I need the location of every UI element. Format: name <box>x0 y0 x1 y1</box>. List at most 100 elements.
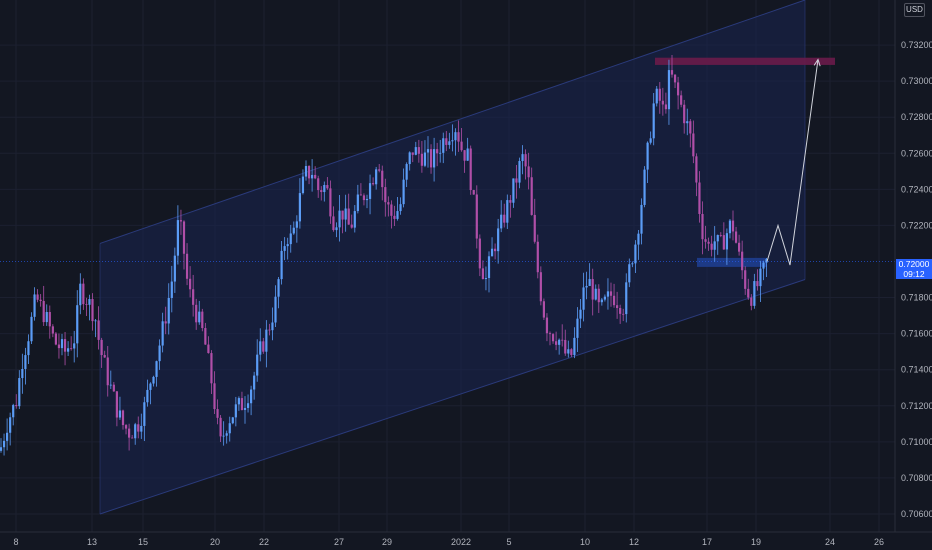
candle-down <box>533 214 536 242</box>
candle-down <box>189 278 192 290</box>
candle-down <box>201 311 204 329</box>
candle-down <box>372 183 375 185</box>
candle-down <box>527 166 530 178</box>
candle-up <box>500 214 503 229</box>
candle-up <box>762 262 765 269</box>
candle-up <box>667 70 671 110</box>
candle-up <box>6 432 9 441</box>
candle-up <box>497 228 500 252</box>
candle-down <box>719 235 722 236</box>
candle-down <box>393 215 396 219</box>
y-tick-label: 0.71600 <box>901 329 932 339</box>
candle-down <box>420 153 423 166</box>
candle-down <box>704 239 707 242</box>
candle-up <box>451 140 454 142</box>
candle-up <box>375 169 378 185</box>
candle-down <box>85 304 88 305</box>
candle-down <box>744 270 747 289</box>
candle-down <box>619 308 622 314</box>
candle-up <box>338 210 341 228</box>
candle-up <box>423 152 427 166</box>
y-tick-label: 0.73000 <box>901 76 932 86</box>
candle-up <box>155 361 158 377</box>
candle-down <box>314 174 317 179</box>
candle-up <box>402 179 405 205</box>
resistance-zone <box>655 57 835 65</box>
candle-down <box>362 195 366 201</box>
candle-down <box>341 210 344 220</box>
last-price-tag: 0.72000 09:12 <box>896 259 932 279</box>
last-price-value: 0.72000 <box>898 259 930 269</box>
candle-up <box>713 241 716 250</box>
candle-up <box>518 161 521 183</box>
channel-fill <box>100 0 805 514</box>
y-tick-label: 0.72400 <box>901 184 932 194</box>
candle-up <box>274 296 277 323</box>
candle-up <box>228 423 231 434</box>
candle-down <box>707 241 710 244</box>
candle-down <box>48 312 51 327</box>
candle-up <box>637 233 640 245</box>
candle-down <box>137 424 140 432</box>
candle-up <box>253 375 256 390</box>
candle-up <box>76 305 79 344</box>
x-tick-label: 15 <box>138 537 148 547</box>
candle-down <box>570 349 573 355</box>
candle-up <box>176 220 179 256</box>
candle-up <box>283 246 286 251</box>
candle-down <box>695 156 698 183</box>
candle-up <box>368 183 372 199</box>
candle-up <box>170 281 173 298</box>
y-tick-label: 0.70600 <box>901 509 932 519</box>
candle-up <box>198 311 201 323</box>
candle-up <box>490 248 494 257</box>
candle-down <box>457 132 460 142</box>
candle-up <box>335 227 338 231</box>
candle-down <box>673 74 677 83</box>
x-tick-label: 26 <box>874 537 884 547</box>
candle-down <box>179 220 183 222</box>
candle-up <box>365 198 369 201</box>
candle-down <box>204 328 207 345</box>
candle-up <box>88 299 91 305</box>
candle-down <box>551 334 555 342</box>
candle-down <box>219 417 222 437</box>
candle-down <box>192 289 195 305</box>
candle-up <box>506 200 509 223</box>
candle-up <box>167 297 170 324</box>
candle-down <box>164 321 167 324</box>
x-tick-label: 19 <box>751 537 761 547</box>
candle-up <box>304 166 308 177</box>
candle-down <box>262 341 265 352</box>
candle-down <box>106 357 109 386</box>
y-tick-label: 0.72600 <box>901 148 932 158</box>
candle-up <box>573 337 576 355</box>
candle-down <box>387 202 390 205</box>
candle-up <box>606 291 610 297</box>
candle-up <box>292 227 295 234</box>
candle-down <box>664 104 667 110</box>
candle-down <box>536 241 539 273</box>
candle-up <box>24 355 27 369</box>
candle-up <box>289 233 292 245</box>
candle-up <box>277 279 280 297</box>
candle-up <box>408 152 411 165</box>
candle-up <box>558 339 561 345</box>
candle-down <box>747 288 750 298</box>
candle-up <box>466 148 469 161</box>
candle-down <box>436 149 439 154</box>
currency-label[interactable]: USD <box>904 3 925 17</box>
candle-down <box>478 238 481 269</box>
candle-up <box>448 141 451 145</box>
candle-up <box>414 147 417 155</box>
candle-down <box>63 339 67 352</box>
candle-down <box>240 398 244 410</box>
candle-down <box>381 170 384 188</box>
candle-down <box>70 348 73 350</box>
candle-down <box>332 216 335 231</box>
candle-down <box>82 283 85 305</box>
candle-down <box>115 391 118 418</box>
candle-down <box>616 305 619 309</box>
candle-down <box>91 299 94 322</box>
